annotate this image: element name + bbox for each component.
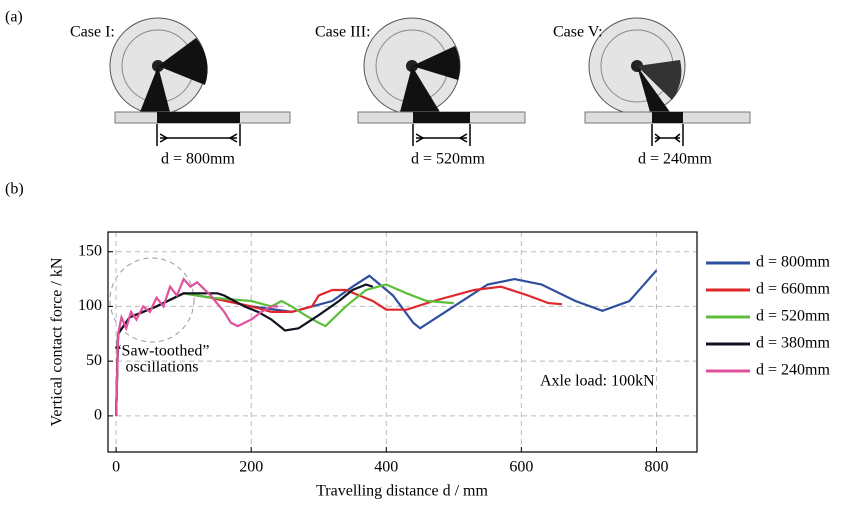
annotation-circle <box>110 258 194 342</box>
legend-label: d = 380mm <box>756 335 830 352</box>
x-tick-label: 0 <box>112 459 120 476</box>
case-3-diagram <box>358 18 525 123</box>
y-tick-label: 0 <box>94 407 102 424</box>
case-label: Case I: <box>70 24 115 41</box>
annotation: Axle load: 100kN <box>540 373 655 390</box>
legend-label: d = 800mm <box>756 254 830 271</box>
y-tick-label: 100 <box>78 297 102 314</box>
case-label: Case V: <box>553 24 603 41</box>
legend-label: d = 660mm <box>756 281 830 298</box>
case-5-diagram <box>585 18 750 123</box>
y-axis-label: Vertical contact force / kN <box>49 257 66 426</box>
x-tick-label: 600 <box>509 459 533 476</box>
legend-label: d = 240mm <box>756 362 830 379</box>
case-label: Case III: <box>315 24 371 41</box>
legend-label: d = 520mm <box>756 308 830 325</box>
figure: (a) Case I: Case III: Case V: d = 800mm … <box>0 0 864 509</box>
x-axis-label: Travelling distance d / mm <box>316 483 488 500</box>
dimension-label: d = 240mm <box>638 151 712 168</box>
x-tick-label: 200 <box>239 459 263 476</box>
panel-label: (a) <box>5 9 23 26</box>
dimension-arrows <box>157 124 683 146</box>
annotation: “Saw-toothed” <box>114 343 209 360</box>
dimension-label: d = 800mm <box>161 151 235 168</box>
dimension-label: d = 520mm <box>411 151 485 168</box>
case-1-diagram <box>110 18 290 123</box>
x-tick-label: 400 <box>374 459 398 476</box>
y-tick-label: 50 <box>86 352 102 369</box>
panel-label: (b) <box>5 181 24 198</box>
x-tick-label: 800 <box>644 459 668 476</box>
y-tick-label: 150 <box>78 242 102 259</box>
